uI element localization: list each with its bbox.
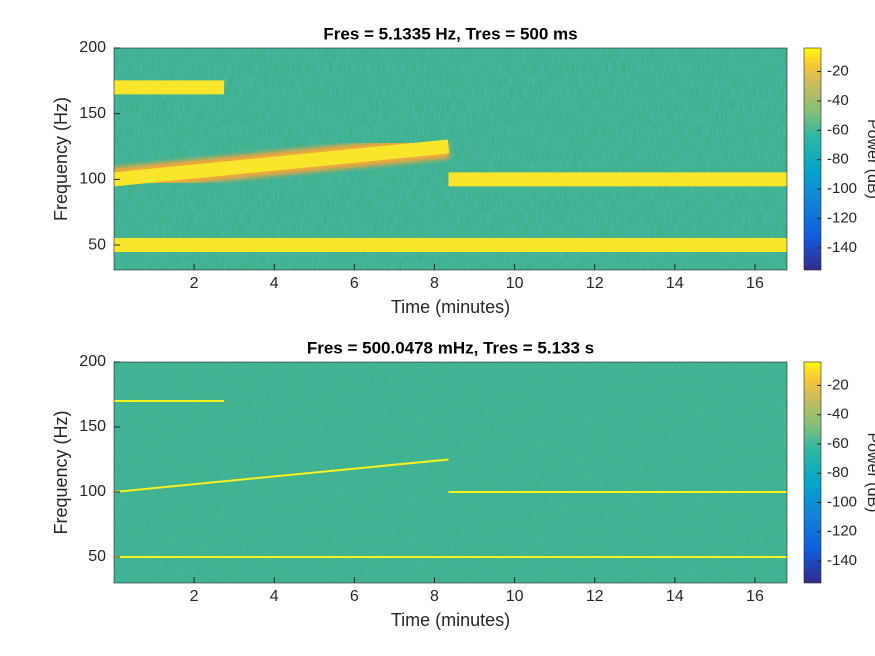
- colorbar-label: Power (dB): [864, 119, 875, 199]
- colorbar-tick-label: -80: [827, 464, 849, 481]
- colorbar-tick-label: -80: [827, 151, 849, 168]
- x-tick-label: 10: [506, 275, 524, 292]
- x-tick-label: 14: [666, 588, 684, 605]
- x-tick-label: 16: [746, 588, 764, 605]
- colorbar-tick-label: -120: [827, 523, 857, 540]
- y-tick-label: 200: [79, 353, 106, 370]
- y-tick-label: 50: [88, 548, 106, 565]
- y-tick-label: 100: [79, 171, 106, 188]
- y-axis-label: Frequency (Hz): [51, 410, 71, 534]
- axes-box: [113, 361, 788, 584]
- y-tick-label: 50: [88, 236, 106, 253]
- tones: [114, 400, 787, 558]
- y-tick-label: 150: [79, 418, 106, 435]
- x-tick-label: 6: [350, 588, 359, 605]
- x-tick-label: 12: [586, 588, 604, 605]
- x-axis-label: Time (minutes): [391, 297, 510, 317]
- chart-title: Fres = 500.0478 mHz, Tres = 5.133 s: [307, 338, 594, 357]
- colorbar-tick-label: -40: [827, 406, 849, 423]
- x-tick-label: 14: [666, 275, 684, 292]
- tones: [114, 75, 787, 258]
- colorbar: [803, 361, 822, 584]
- x-tick-label: 8: [430, 588, 439, 605]
- noise: [114, 362, 787, 583]
- colorbar-tick-label: -100: [827, 493, 857, 510]
- colorbar-tick-label: -60: [827, 435, 849, 452]
- x-tick-label: 4: [270, 275, 279, 292]
- y-tick-label: 200: [79, 39, 106, 56]
- y-tick-label: 100: [79, 483, 106, 500]
- colorbar-tick-label: -100: [827, 180, 857, 197]
- x-tick-label: 10: [506, 588, 524, 605]
- x-tick-label: 12: [586, 275, 604, 292]
- x-tick-label: 2: [190, 588, 199, 605]
- x-tick-label: 4: [270, 588, 279, 605]
- x-tick-label: 16: [746, 275, 764, 292]
- x-tick-label: 8: [430, 275, 439, 292]
- colorbar-tick-label: -140: [827, 552, 857, 569]
- colorbar-label: Power (dB): [864, 432, 875, 512]
- colorbar: [803, 47, 822, 271]
- axes-box: [113, 47, 788, 271]
- colorbar-tick-label: -20: [827, 376, 849, 393]
- tone: [114, 458, 449, 493]
- x-tick-label: 6: [350, 275, 359, 292]
- y-axis-label: Frequency (Hz): [51, 97, 71, 221]
- colorbar-tick-label: -40: [827, 92, 849, 109]
- x-axis-label: Time (minutes): [391, 610, 510, 630]
- tone: [114, 139, 450, 187]
- x-tick-label: 2: [190, 275, 199, 292]
- colorbar-tick-label: -60: [827, 121, 849, 138]
- colorbar-tick-label: -120: [827, 210, 857, 227]
- colorbar-tick-label: -140: [827, 239, 857, 256]
- chart-title: Fres = 5.1335 Hz, Tres = 500 ms: [323, 24, 577, 43]
- y-tick-label: 150: [79, 105, 106, 122]
- colorbar-tick-label: -20: [827, 62, 849, 79]
